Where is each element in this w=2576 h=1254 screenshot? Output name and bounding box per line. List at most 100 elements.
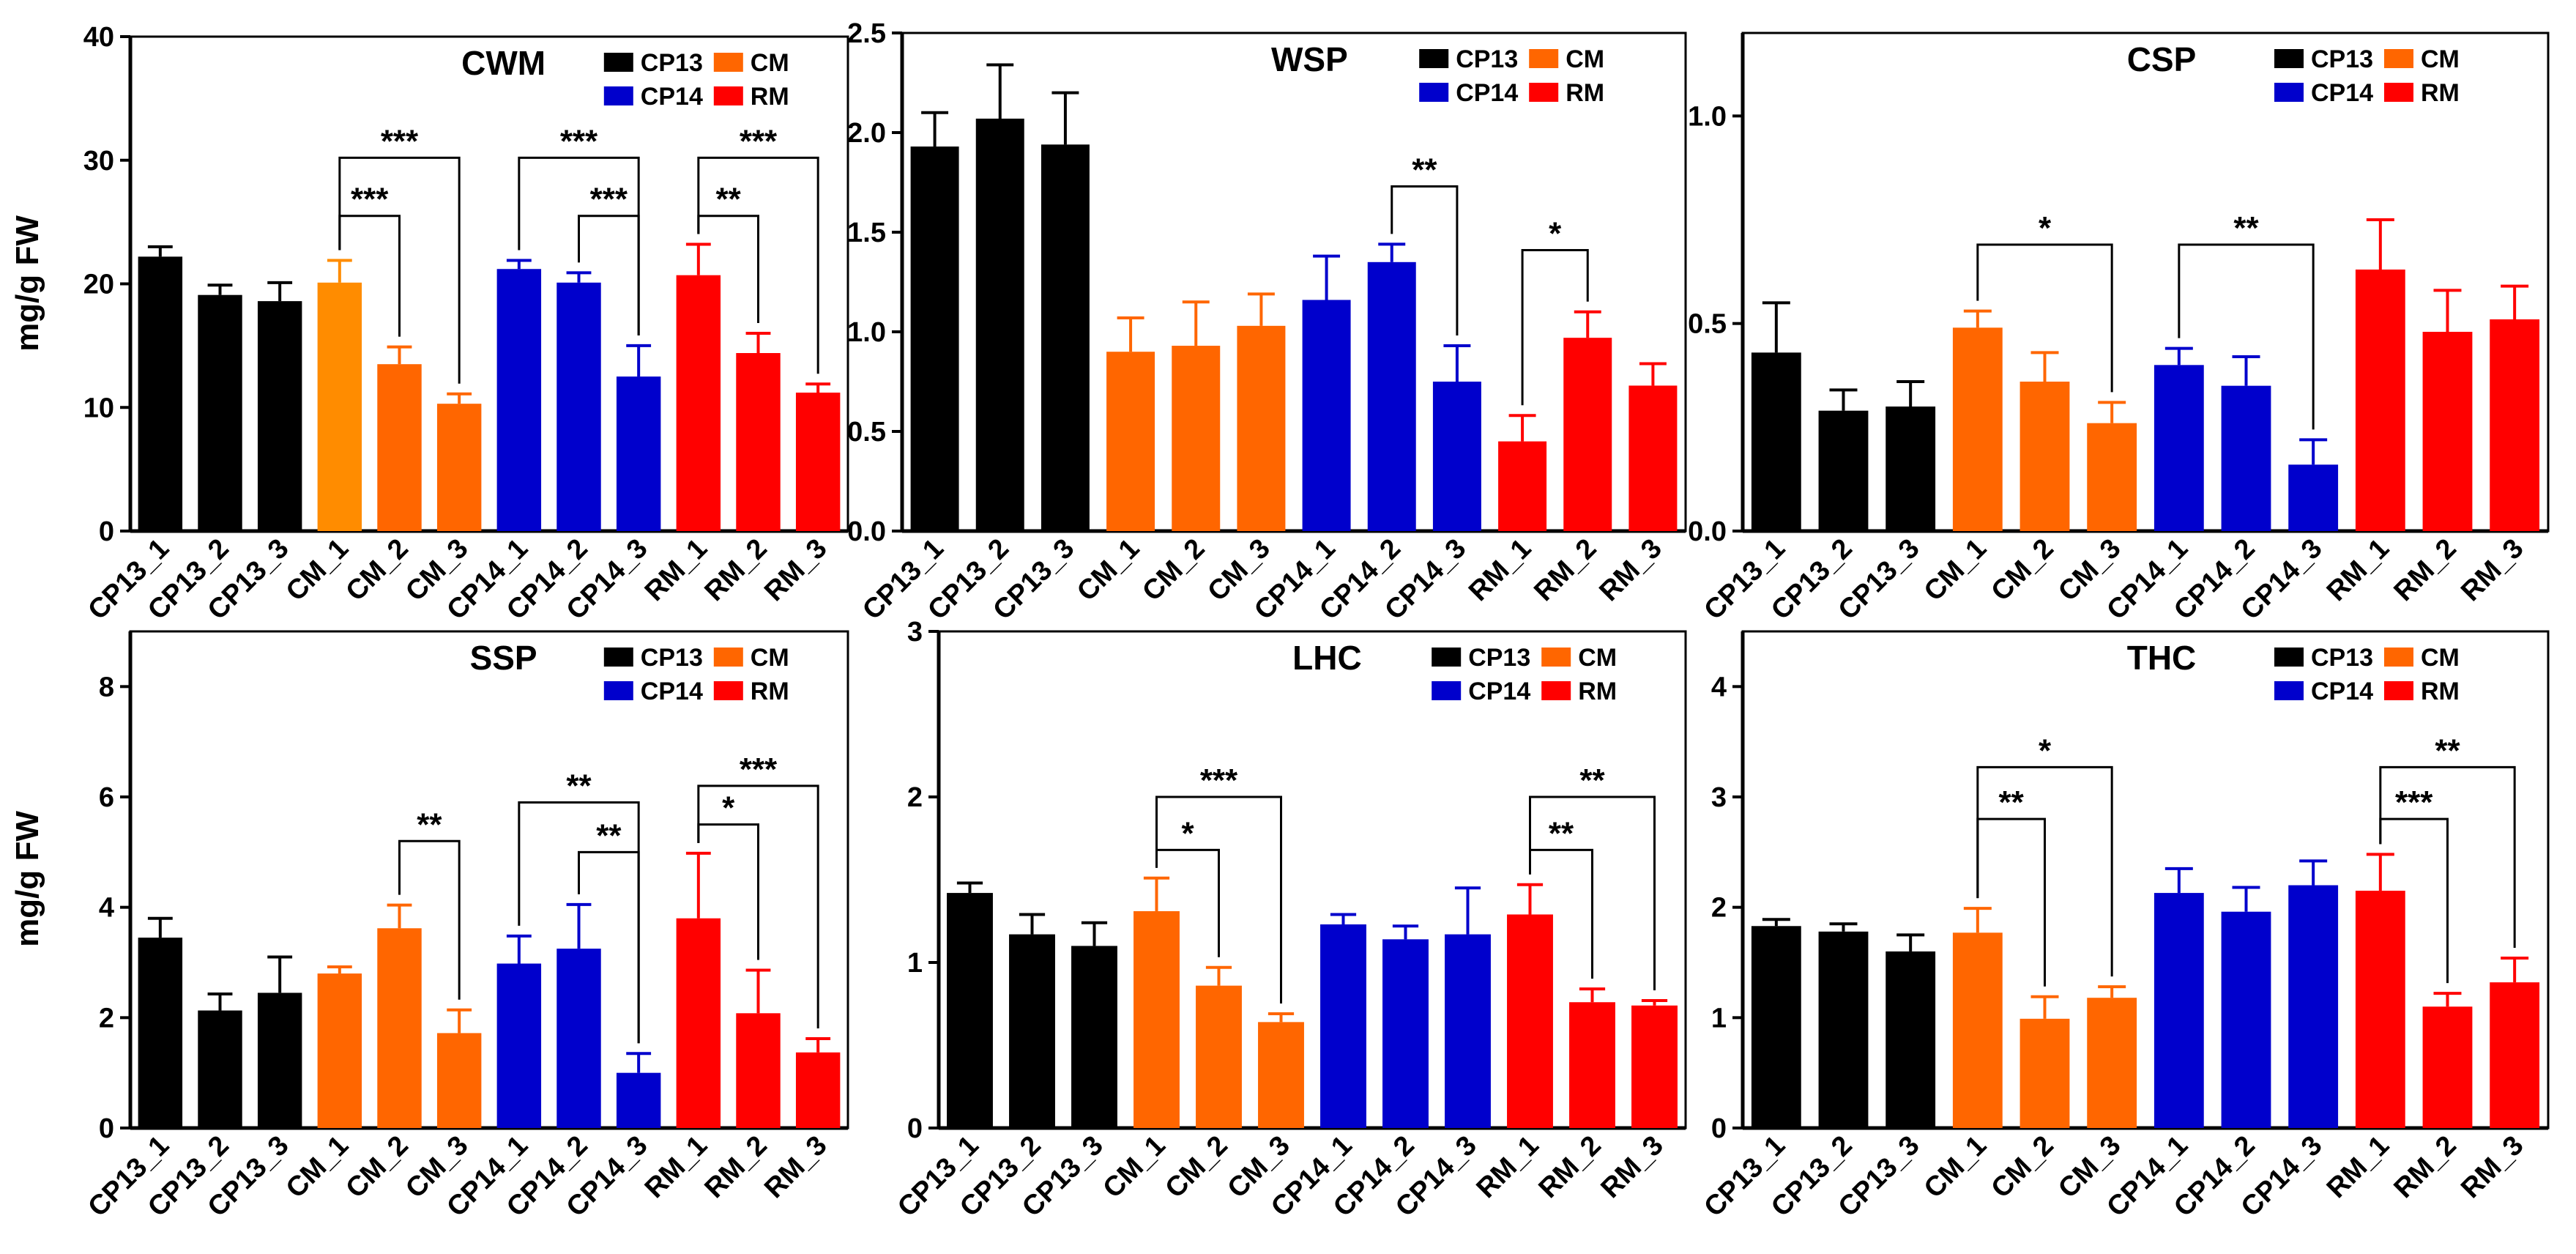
y-axis-label: mg/g FW xyxy=(10,811,45,947)
legend-label-cp14: CP14 xyxy=(2311,678,2373,705)
bar-cm-3 xyxy=(1258,1022,1304,1128)
bar-cp14-3 xyxy=(2288,464,2339,531)
significance-label: * xyxy=(2039,732,2052,768)
significance-label: ** xyxy=(2233,210,2259,246)
significance-label: *** xyxy=(351,182,389,218)
significance-label: *** xyxy=(560,123,598,159)
legend-swatch-cp13 xyxy=(2274,49,2304,68)
legend-swatch-cp14 xyxy=(1432,681,1462,700)
bar-cp14-1 xyxy=(496,269,542,531)
bar-cp13-2 xyxy=(975,118,1024,531)
x-tick-label: RM_1 xyxy=(1470,1130,1544,1204)
bar-rm-3 xyxy=(795,393,841,531)
y-tick-label: 1.5 xyxy=(847,218,886,248)
bar-cp14-1 xyxy=(2154,365,2204,531)
significance-bracket xyxy=(697,823,759,960)
bar-rm-1 xyxy=(1507,914,1553,1128)
bar-rm-3 xyxy=(2490,319,2540,531)
bar-cm-2 xyxy=(1172,346,1221,531)
legend-label-rm: RM xyxy=(751,678,789,705)
legend-label-rm: RM xyxy=(2421,79,2460,107)
x-tick-label: RM_3 xyxy=(759,1130,833,1204)
legend-label-cp13: CP13 xyxy=(641,644,703,672)
legend-label-cm: CM xyxy=(1578,644,1617,672)
bar-cp14-2 xyxy=(1382,939,1429,1128)
bar-cm-2 xyxy=(377,364,422,531)
significance-bracket xyxy=(697,215,759,323)
bar-cp14-2 xyxy=(2221,385,2271,531)
bar-cp13-3 xyxy=(257,993,302,1128)
bar-cm-1 xyxy=(1952,932,2003,1128)
significance-bracket xyxy=(1521,248,1589,406)
legend-swatch-cp14 xyxy=(2274,83,2304,102)
x-tick-label: RM_1 xyxy=(639,1130,713,1204)
bar-cp13-3 xyxy=(1041,144,1090,531)
bar-rm-2 xyxy=(1563,338,1612,531)
y-tick-label: 0 xyxy=(907,1113,923,1144)
legend-swatch-rm xyxy=(2384,83,2413,102)
bar-rm-3 xyxy=(795,1052,841,1128)
significance-label: ** xyxy=(417,806,442,842)
legend-swatch-cp14 xyxy=(2274,681,2304,700)
y-tick-label: 2.0 xyxy=(847,118,886,149)
bar-cp14-3 xyxy=(1432,382,1481,531)
significance-label: ** xyxy=(596,817,622,853)
significance-bracket xyxy=(1529,795,1656,990)
significance-bracket xyxy=(1155,795,1282,1004)
bar-cp13-2 xyxy=(1818,931,1869,1128)
legend-swatch-cm xyxy=(1541,648,1571,667)
bar-cp13-3 xyxy=(1071,946,1117,1128)
significance-label: ** xyxy=(1412,152,1437,188)
bar-rm-3 xyxy=(1628,385,1678,531)
legend-label-cp14: CP14 xyxy=(641,83,703,111)
bar-cp13-1 xyxy=(947,893,993,1128)
legend-swatch-cp14 xyxy=(603,86,633,105)
legend-label-cp14: CP14 xyxy=(2311,79,2373,107)
significance-bracket xyxy=(2379,765,2516,948)
bar-cm-1 xyxy=(317,282,362,531)
bar-rm-1 xyxy=(2355,270,2405,531)
significance-bracket xyxy=(578,215,640,335)
bar-cm-3 xyxy=(436,1033,482,1128)
panel-title: CWM xyxy=(461,44,546,82)
y-tick-label: 1.0 xyxy=(1688,101,1727,132)
bar-cp13-2 xyxy=(198,1010,242,1128)
significance-bracket xyxy=(338,156,461,384)
x-tick-label: RM_2 xyxy=(2388,533,2462,607)
x-tick-label: CM_1 xyxy=(1918,533,1992,607)
x-tick-label: CM_2 xyxy=(1985,533,2059,607)
bar-cp14-2 xyxy=(556,949,601,1128)
x-tick-label: RM_3 xyxy=(2455,533,2529,607)
legend-label-cm: CM xyxy=(2421,644,2460,672)
significance-bracket xyxy=(2379,817,2449,984)
legend-label-cp14: CP14 xyxy=(641,678,703,705)
bar-rm-1 xyxy=(676,275,721,531)
bar-cm-3 xyxy=(2087,998,2137,1128)
legend-swatch-rm xyxy=(1541,681,1571,700)
significance-bracket xyxy=(398,839,461,1000)
bar-cp14-3 xyxy=(616,376,661,531)
x-tick-label: RM_3 xyxy=(1593,533,1667,607)
significance-bracket xyxy=(578,850,640,1044)
x-tick-label: RM_1 xyxy=(2321,1130,2395,1204)
y-tick-label: 0 xyxy=(1711,1113,1727,1144)
legend-label-rm: RM xyxy=(1566,79,1604,107)
significance-bracket xyxy=(1391,185,1459,336)
legend-label-rm: RM xyxy=(751,83,789,111)
legend-swatch-cp13 xyxy=(1419,49,1449,68)
significance-label: * xyxy=(1549,215,1562,251)
significance-bracket xyxy=(1976,243,2113,393)
significance-bracket xyxy=(1155,848,1220,957)
legend-swatch-cp13 xyxy=(1432,648,1462,667)
legend-label-cp13: CP13 xyxy=(1456,45,1518,73)
legend-swatch-cp13 xyxy=(2274,648,2304,667)
legend-swatch-cp13 xyxy=(603,648,633,667)
significance-label: * xyxy=(2039,210,2052,246)
bar-cp13-1 xyxy=(1751,352,1801,531)
y-tick-label: 1 xyxy=(907,948,923,979)
panel-title: THC xyxy=(2127,639,2197,677)
x-tick-label: CM_1 xyxy=(1097,1130,1171,1204)
x-tick-label: RM_3 xyxy=(1595,1130,1669,1204)
y-tick-label: 0 xyxy=(99,516,114,547)
